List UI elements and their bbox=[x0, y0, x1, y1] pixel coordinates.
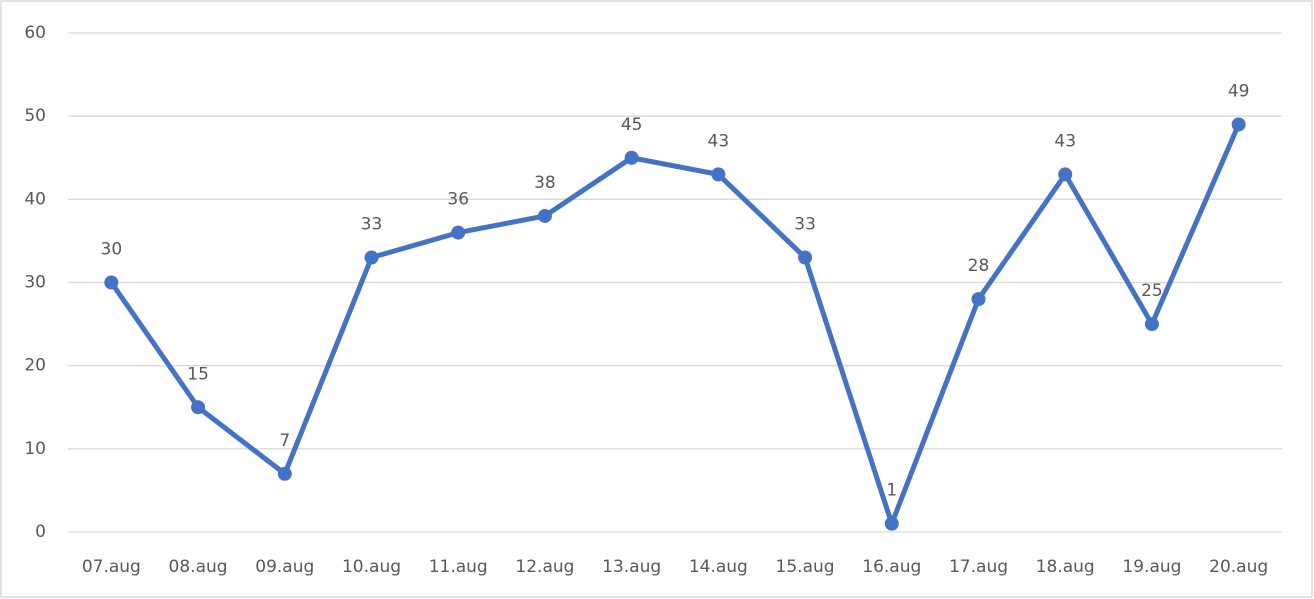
data-label: 7 bbox=[279, 431, 290, 451]
data-point bbox=[711, 167, 726, 182]
data-point bbox=[104, 275, 119, 290]
x-tick-label: 09.aug bbox=[255, 557, 314, 577]
y-tick-label: 0 bbox=[35, 522, 46, 542]
y-tick-label: 10 bbox=[24, 439, 46, 459]
data-point bbox=[364, 250, 379, 265]
data-point bbox=[191, 400, 206, 415]
data-label: 30 bbox=[101, 240, 123, 260]
data-point bbox=[451, 225, 466, 240]
x-tick-label: 10.aug bbox=[342, 557, 401, 577]
data-point bbox=[1231, 117, 1246, 132]
y-tick-label: 60 bbox=[24, 23, 46, 43]
data-label: 33 bbox=[794, 215, 816, 235]
x-tick-label: 08.aug bbox=[169, 557, 228, 577]
x-tick-label: 13.aug bbox=[602, 557, 661, 577]
data-point bbox=[798, 250, 813, 265]
data-label: 33 bbox=[361, 215, 383, 235]
y-tick-label: 40 bbox=[24, 189, 46, 209]
data-point bbox=[624, 150, 639, 165]
data-label: 25 bbox=[1141, 281, 1163, 301]
x-tick-label: 07.aug bbox=[82, 557, 141, 577]
data-point bbox=[884, 516, 899, 531]
data-label: 49 bbox=[1228, 81, 1250, 101]
x-tick-label: 16.aug bbox=[862, 557, 921, 577]
y-tick-label: 20 bbox=[24, 356, 46, 376]
data-label: 15 bbox=[187, 364, 209, 384]
x-tick-label: 19.aug bbox=[1122, 557, 1181, 577]
data-point bbox=[1144, 317, 1159, 332]
y-tick-label: 50 bbox=[24, 106, 46, 126]
x-tick-label: 14.aug bbox=[689, 557, 748, 577]
y-tick-label: 30 bbox=[24, 273, 46, 293]
data-point bbox=[277, 466, 292, 481]
data-label: 38 bbox=[534, 173, 556, 193]
x-tick-label: 12.aug bbox=[515, 557, 574, 577]
data-label: 43 bbox=[708, 131, 730, 151]
x-tick-label: 18.aug bbox=[1036, 557, 1095, 577]
x-tick-label: 20.aug bbox=[1209, 557, 1268, 577]
data-label: 28 bbox=[968, 256, 990, 276]
data-label: 1 bbox=[886, 481, 897, 501]
data-point bbox=[971, 292, 986, 307]
x-tick-label: 11.aug bbox=[429, 557, 488, 577]
x-tick-label: 17.aug bbox=[949, 557, 1008, 577]
data-label: 45 bbox=[621, 115, 643, 135]
x-tick-label: 15.aug bbox=[776, 557, 835, 577]
data-line bbox=[109, 123, 1241, 527]
data-label: 43 bbox=[1054, 131, 1076, 151]
data-point bbox=[1058, 167, 1073, 182]
data-label: 36 bbox=[447, 190, 469, 210]
data-point bbox=[537, 208, 552, 223]
